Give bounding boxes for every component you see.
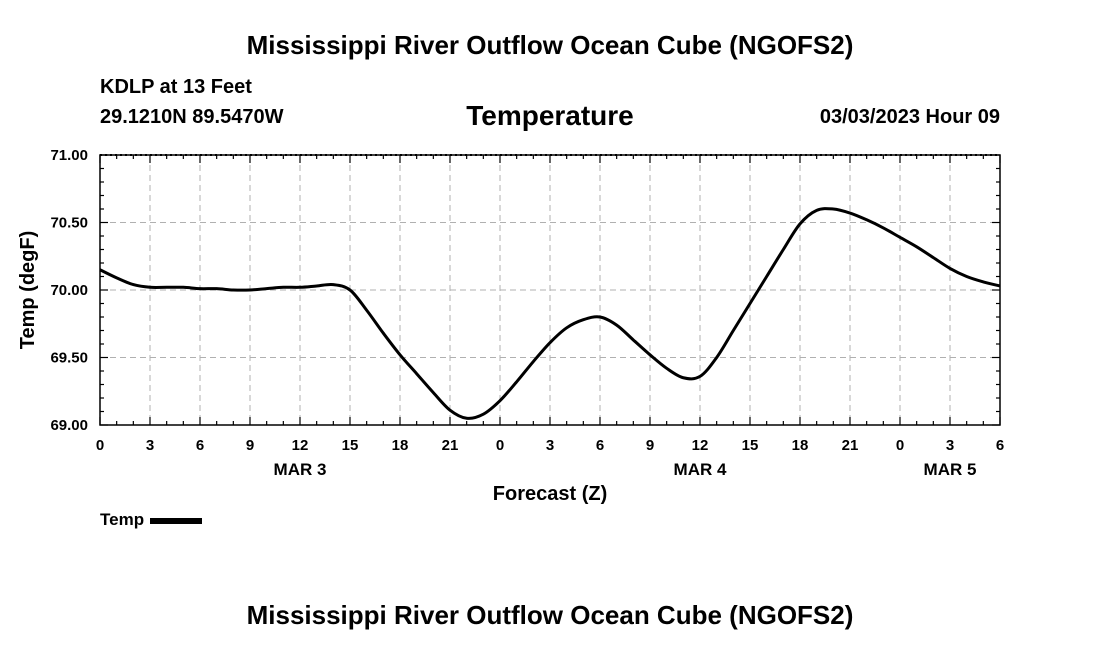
x-tick-label: 3 <box>146 437 154 454</box>
x-tick-label: 9 <box>246 437 254 454</box>
x-tick-label: 3 <box>946 437 954 454</box>
x-tick-label: 18 <box>392 437 409 454</box>
x-tick-label: 21 <box>842 437 859 454</box>
x-tick-label: 6 <box>996 437 1004 454</box>
date-label: MAR 3 <box>274 460 327 479</box>
variable-title: Temperature <box>466 100 634 131</box>
x-tick-label: 3 <box>546 437 554 454</box>
x-tick-label: 15 <box>342 437 359 454</box>
date-label: MAR 5 <box>924 460 977 479</box>
x-tick-label: 12 <box>292 437 309 454</box>
x-tick-label: 6 <box>596 437 604 454</box>
y-axis-label: Temp (degF) <box>17 231 39 350</box>
x-axis-label: Forecast (Z) <box>493 483 607 505</box>
datetime-label: 03/03/2023 Hour 09 <box>819 106 1000 128</box>
y-tick-label: 71.00 <box>50 147 88 164</box>
legend: Temp <box>100 510 203 530</box>
x-tick-label: 0 <box>496 437 504 454</box>
temp-series-line <box>99 207 1001 420</box>
y-tick-label: 70.50 <box>50 215 88 232</box>
x-tick-label: 6 <box>196 437 204 454</box>
coordinates-label: 29.1210N 89.5470W <box>100 106 284 128</box>
series-layer <box>99 207 1001 420</box>
y-tick-label: 70.00 <box>50 282 88 299</box>
legend-label: Temp <box>100 510 145 529</box>
x-tick-label: 18 <box>792 437 809 454</box>
x-tick-label: 15 <box>742 437 759 454</box>
station-label: KDLP at 13 Feet <box>100 76 252 98</box>
x-tick-label: 0 <box>96 437 104 454</box>
date-label: MAR 4 <box>674 460 727 479</box>
legend-line-swatch <box>150 517 203 524</box>
x-tick-label: 9 <box>646 437 654 454</box>
x-tick-label: 0 <box>896 437 904 454</box>
y-tick-label: 69.00 <box>50 417 88 434</box>
x-tick-label: 12 <box>692 437 709 454</box>
footer-title: Mississippi River Outflow Ocean Cube (NG… <box>246 600 854 630</box>
chart-title: Mississippi River Outflow Ocean Cube (NG… <box>246 30 854 60</box>
x-tick-label: 21 <box>442 437 459 454</box>
y-tick-label: 69.50 <box>50 350 88 367</box>
axes: 0 3 6 9 12 15 18 21 0 3 6 9 12 15 18 21 0 3 6 69.00 69.50 70.… <box>50 147 1004 479</box>
